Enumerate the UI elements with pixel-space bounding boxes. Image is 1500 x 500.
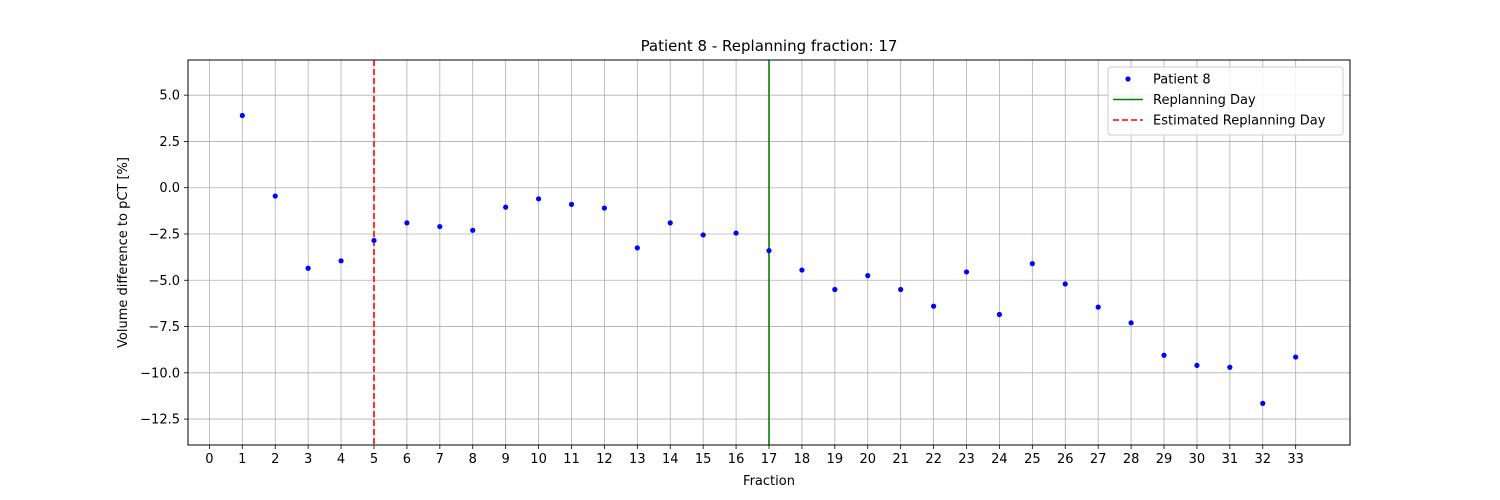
legend-entry: Patient 8 bbox=[1125, 73, 1211, 88]
x-tick-label: 10 bbox=[530, 452, 547, 467]
x-tick-label: 5 bbox=[370, 452, 378, 467]
x-tick-label: 15 bbox=[695, 452, 712, 467]
x-tick-label: 8 bbox=[469, 452, 477, 467]
x-tick-label: 7 bbox=[436, 452, 444, 467]
y-tick-label: −2.5 bbox=[148, 227, 180, 242]
x-tick-label: 23 bbox=[958, 452, 975, 467]
data-point bbox=[1260, 400, 1266, 406]
y-axis-ticks: 5.0 2.5 0.0 −2.5 −5.0 −7.5 −10.0 −12.5 bbox=[140, 89, 188, 428]
x-tick-label: 20 bbox=[859, 452, 876, 467]
data-point bbox=[832, 286, 838, 293]
x-tick-label: 0 bbox=[205, 452, 213, 467]
x-tick-label: 3 bbox=[304, 452, 312, 467]
x-tick-label: 14 bbox=[662, 452, 679, 467]
y-tick-label: −5.0 bbox=[148, 274, 180, 289]
legend-box bbox=[1107, 66, 1344, 136]
data-point bbox=[1293, 354, 1299, 360]
data-point bbox=[996, 311, 1003, 318]
x-tick-label: 21 bbox=[892, 452, 909, 467]
y-tick-label: 2.5 bbox=[159, 135, 180, 150]
y-tick-label: 0.0 bbox=[159, 181, 180, 196]
data-point bbox=[898, 286, 904, 293]
x-tick-label: 32 bbox=[1254, 452, 1271, 467]
data-point bbox=[470, 227, 476, 233]
x-tick-label: 28 bbox=[1123, 452, 1140, 467]
data-point bbox=[305, 265, 311, 271]
data-point bbox=[338, 258, 344, 264]
data-point bbox=[503, 204, 509, 210]
x-tick-label: 17 bbox=[761, 452, 778, 467]
data-point bbox=[404, 220, 410, 226]
x-tick-label: 13 bbox=[629, 452, 646, 467]
chart-title: Patient 8 - Replanning fraction: 17 bbox=[641, 37, 898, 55]
legend-label: Patient 8 bbox=[1153, 73, 1211, 88]
data-point bbox=[1062, 281, 1068, 287]
legend-entry: Estimated Replanning Day bbox=[1113, 114, 1326, 129]
data-point bbox=[634, 245, 640, 251]
x-tick-label: 22 bbox=[925, 452, 942, 467]
x-tick-label: 29 bbox=[1156, 452, 1173, 467]
y-tick-label: 5.0 bbox=[159, 89, 180, 104]
data-point bbox=[568, 201, 575, 207]
y-axis-label: Volume difference to pCT [%] bbox=[116, 157, 131, 348]
data-point bbox=[535, 196, 542, 202]
x-axis-label: Fraction bbox=[743, 474, 795, 489]
data-point bbox=[239, 112, 245, 119]
data-point bbox=[1095, 304, 1101, 310]
x-axis-ticks: 0 1 2 3 4 5 6 7 8 9 10 11 12 13 14 15 16 17 18 19 20 21 22 23 24… bbox=[205, 445, 1304, 467]
x-tick-label: 31 bbox=[1222, 452, 1239, 467]
legend-label: Estimated Replanning Day bbox=[1153, 114, 1326, 129]
x-tick-label: 6 bbox=[403, 452, 411, 467]
x-tick-label: 12 bbox=[596, 452, 613, 467]
x-tick-label: 24 bbox=[991, 452, 1008, 467]
data-point bbox=[601, 205, 608, 211]
data-point bbox=[733, 230, 739, 236]
x-tick-label: 18 bbox=[794, 452, 811, 467]
legend-marker bbox=[1125, 76, 1131, 82]
data-point bbox=[1128, 320, 1134, 326]
x-tick-label: 4 bbox=[337, 452, 345, 467]
y-tick-label: −12.5 bbox=[140, 413, 180, 428]
data-point bbox=[865, 273, 871, 279]
data-point bbox=[272, 193, 278, 199]
legend: Patient 8 Replanning Day Estimated Replann… bbox=[1107, 66, 1344, 136]
x-tick-label: 2 bbox=[271, 452, 279, 467]
y-tick-label: −7.5 bbox=[148, 320, 180, 335]
x-tick-label: 25 bbox=[1024, 452, 1041, 467]
x-tick-label: 9 bbox=[502, 452, 510, 467]
data-point bbox=[700, 232, 706, 238]
data-point bbox=[799, 267, 805, 273]
x-tick-label: 27 bbox=[1090, 452, 1107, 467]
data-point bbox=[371, 237, 377, 244]
y-tick-label: −10.0 bbox=[140, 366, 180, 381]
data-points bbox=[239, 112, 1299, 406]
legend-entry: Replanning Day bbox=[1113, 93, 1256, 108]
data-point bbox=[437, 223, 443, 230]
data-point bbox=[1227, 364, 1233, 370]
x-tick-label: 19 bbox=[827, 452, 844, 467]
data-point bbox=[1161, 352, 1167, 358]
data-point bbox=[667, 220, 673, 226]
x-tick-label: 30 bbox=[1189, 452, 1206, 467]
x-tick-label: 33 bbox=[1287, 452, 1304, 467]
data-point bbox=[766, 248, 772, 254]
x-tick-label: 16 bbox=[728, 452, 745, 467]
data-point bbox=[963, 269, 970, 275]
x-tick-label: 11 bbox=[563, 452, 580, 467]
data-point bbox=[1029, 261, 1035, 267]
x-tick-label: 26 bbox=[1057, 452, 1074, 467]
x-tick-label: 1 bbox=[238, 452, 246, 467]
data-point bbox=[1194, 362, 1200, 369]
data-point bbox=[930, 303, 937, 309]
legend-label: Replanning Day bbox=[1153, 93, 1256, 108]
